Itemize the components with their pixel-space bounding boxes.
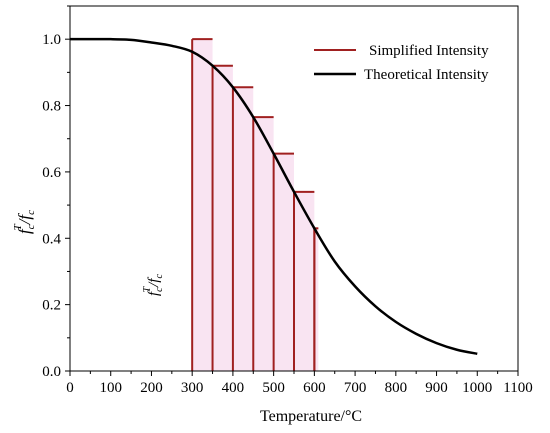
y-tick-label: 0.0	[42, 364, 61, 380]
annotation-main-2: f	[146, 277, 162, 283]
simplified-bar-fill	[212, 65, 233, 372]
x-tick-label: 900	[425, 380, 448, 396]
legend: Simplified Intensity Theoretical Intensi…	[314, 43, 489, 83]
y-axis-title-main-2: f	[15, 213, 34, 220]
x-axis-title: Temperature/°C	[260, 408, 362, 425]
legend-label-simplified: Simplified Intensity	[369, 43, 489, 59]
y-axis-title-sub: c	[25, 224, 37, 229]
bar-fills	[192, 39, 319, 372]
y-axis-title: fcT/fc	[12, 210, 37, 234]
theoretical-line	[69, 37, 478, 355]
simplified-steps	[191, 38, 319, 371]
annotation-sup: T	[142, 285, 153, 292]
annotation-main: f	[146, 290, 162, 296]
annotation-sub-2: c	[154, 273, 165, 278]
x-tick-label: 1100	[503, 380, 532, 396]
x-ticks: 0 100 200 300 400 500 600 700 800 900 1000 1100	[66, 371, 533, 396]
x-tick-label: 600	[303, 380, 326, 396]
annotation-sub: c	[154, 287, 165, 292]
x-tick-label: 0	[66, 380, 74, 396]
y-tick-label: 0.2	[42, 298, 61, 314]
x-tick-label: 400	[222, 380, 245, 396]
y-tick-label: 0.4	[42, 231, 61, 247]
simplified-bar-fill	[314, 228, 319, 371]
x-tick-label: 200	[140, 380, 163, 396]
legend-label-theoretical: Theoretical Intensity	[364, 67, 489, 83]
annotation-label: fcT/fc	[142, 273, 165, 296]
y-tick-label: 1.0	[42, 32, 61, 48]
y-axis-title-sub-2: c	[25, 210, 37, 215]
axes: 0 100 200 300 400 500 600 700 800 900 1000 1100 0.0…	[42, 5, 533, 396]
x-tick-label: 500	[262, 380, 285, 396]
simplified-bar-fill	[253, 117, 274, 371]
simplified-bar-fill	[232, 87, 254, 371]
x-tick-label: 100	[99, 380, 122, 396]
simplified-bar-fill	[273, 153, 294, 371]
y-ticks: 0.0 0.2 0.4 0.6 0.8 1.0	[42, 5, 70, 380]
y-axis-title-main: f	[15, 227, 34, 234]
simplified-bar-fill	[294, 191, 315, 371]
y-tick-label: 0.8	[42, 99, 61, 115]
y-axis-title-sup: T	[12, 223, 24, 230]
x-tick-label: 700	[344, 380, 367, 396]
svg-text:fcT/fc: fcT/fc	[142, 273, 165, 296]
simplified-bar-fill	[192, 39, 213, 371]
x-tick-label: 300	[181, 380, 204, 396]
svg-text:fcT/fc: fcT/fc	[12, 210, 37, 234]
y-tick-label: 0.6	[42, 165, 61, 181]
x-tick-label: 1000	[462, 380, 492, 396]
x-tick-label: 800	[385, 380, 408, 396]
